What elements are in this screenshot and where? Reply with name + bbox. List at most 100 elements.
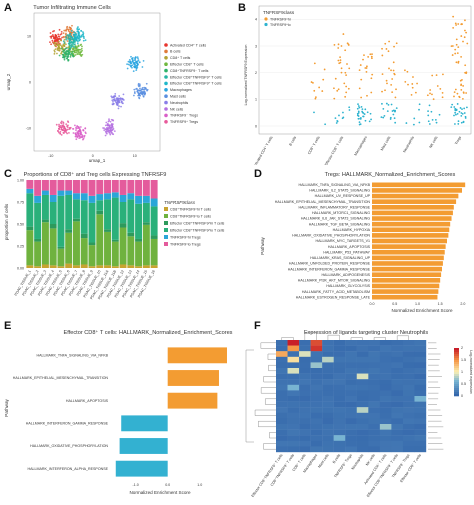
heatmap-cell (287, 384, 300, 391)
prop-bar-segment (57, 248, 65, 267)
expr-point-hi (407, 83, 409, 86)
umap-point (68, 33, 71, 36)
umap-ytick: 0 (29, 80, 31, 84)
expr-point-lo (455, 109, 458, 112)
umap-point (111, 124, 114, 127)
heatmap-cell (345, 384, 357, 391)
heatmap-colorbar-tick: 1.5 (461, 358, 466, 362)
heatmap-cell (310, 345, 323, 352)
heatmap-cell (333, 435, 346, 441)
umap-point (66, 56, 69, 59)
expr-point-lo (460, 112, 463, 114)
umap-point (65, 30, 67, 32)
heatmap-cell (379, 418, 392, 425)
expr-point-hi (386, 82, 388, 85)
umap-point (120, 105, 122, 108)
heatmap-colorbar-tick: 0.5 (461, 382, 466, 386)
umap-point (79, 44, 82, 47)
umap-point (62, 44, 64, 47)
umap-point (81, 31, 84, 33)
expr-point-hi (364, 67, 367, 69)
umap-point (61, 36, 63, 39)
expr-point-hi (462, 92, 465, 94)
heatmap-cell (333, 396, 346, 402)
expr-point-hi (465, 92, 468, 94)
umap-point (58, 125, 61, 128)
umap-point (138, 84, 141, 87)
umap-point (83, 37, 85, 39)
umap-point (110, 129, 113, 132)
heatmap-cell (310, 407, 323, 413)
prop-bar-segment (104, 265, 112, 268)
umap-point (108, 119, 111, 122)
prop-bar-segment (127, 193, 135, 200)
heatmap-cell (276, 418, 288, 425)
prop-bar-segment (57, 195, 65, 247)
eff-title: Effector CD8⁺ T cells: HALLMARK_Normaliz… (64, 329, 233, 336)
umap-point (132, 70, 135, 73)
heatmap-colorbar-segment (454, 388, 459, 391)
proportion-chart: Proportions of CD8⁺ and Treg cells Expre… (4, 171, 225, 300)
umap-legend-swatch (164, 88, 168, 92)
heatmap-cell (379, 407, 392, 413)
prop-bar-segment (65, 180, 73, 191)
umap-point (51, 34, 54, 36)
umap-point (134, 64, 137, 66)
umap-point (63, 29, 66, 32)
heatmap-cell (276, 446, 288, 453)
expr-point-hi (406, 70, 409, 73)
heatmap-cell (391, 401, 404, 408)
eff-ylabel: Pathway (4, 398, 9, 416)
expr-point-hi (455, 43, 458, 46)
heatmap-cell (299, 384, 311, 391)
heatmap-cell (345, 424, 357, 430)
umap-point (112, 95, 115, 98)
umap-point (112, 102, 115, 105)
heatmap-cell (287, 340, 300, 346)
heatmap-cell (368, 362, 381, 369)
umap-point (81, 53, 84, 56)
expr-point-hi (462, 40, 464, 43)
heatmap-cell (287, 362, 300, 369)
heatmap-cell (402, 351, 415, 357)
prop-bar-segment (49, 265, 57, 268)
umap-point (58, 123, 60, 126)
umap-point (62, 131, 65, 134)
umap-point (138, 94, 141, 97)
prop-bar-segment (72, 199, 80, 219)
prop-bar-segment (88, 195, 96, 203)
prop-legend-swatch (164, 214, 168, 218)
expr-point-lo (390, 103, 393, 106)
umap-point (57, 40, 60, 43)
umap-legend-label: CD8⁺ T cells (170, 56, 191, 60)
umap-point (120, 101, 123, 104)
umap-legend-label: Neutrophils (170, 101, 188, 105)
umap-point (58, 37, 61, 40)
expr-point-hi (345, 74, 348, 77)
heatmap-cell (379, 384, 392, 391)
heatmap-cell (391, 440, 404, 447)
heatmap-cell (368, 446, 381, 453)
expr-point-hi (457, 46, 460, 49)
heatmap-cell (414, 440, 427, 447)
expr-point-hi (344, 49, 347, 52)
prop-bar-segment (72, 265, 80, 268)
prop-bar-segment (65, 194, 73, 230)
heatmap-cell (391, 373, 404, 380)
heatmap-cell (287, 345, 300, 352)
expr-point-hi (323, 68, 326, 71)
heatmap-cell (345, 340, 357, 346)
umap-point (74, 124, 76, 127)
expr-point-hi (457, 23, 460, 25)
umap-point (145, 88, 148, 91)
umap-point (113, 130, 116, 133)
umap-point (110, 122, 113, 125)
umap-point (59, 44, 62, 47)
expr-point-hi (337, 43, 340, 46)
umap-point (137, 57, 139, 60)
umap-point (58, 44, 61, 46)
umap-point (57, 38, 60, 41)
heatmap-cell (391, 351, 404, 357)
expr-point-lo (450, 106, 453, 109)
treg-bar (372, 278, 441, 283)
